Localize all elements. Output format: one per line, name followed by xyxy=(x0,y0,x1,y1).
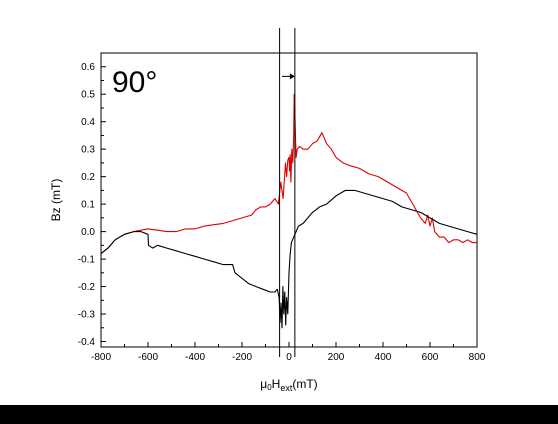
x-axis-title-sub1: 0 xyxy=(267,383,272,392)
x-tick-label: 400 xyxy=(375,352,392,363)
panel-label: 90° xyxy=(112,66,157,99)
y-tick-label: 0.2 xyxy=(81,172,95,183)
bottom-bar xyxy=(0,405,558,424)
marker-layer xyxy=(279,28,296,357)
arrow-head xyxy=(289,73,295,80)
y-tick-label: 0.6 xyxy=(81,62,95,73)
x-tick-label: -800 xyxy=(91,352,111,363)
x-tick-label: 200 xyxy=(328,352,345,363)
y-tick-label: -0.3 xyxy=(78,310,96,321)
x-tick-label: 600 xyxy=(422,352,439,363)
y-tick-label: -0.4 xyxy=(78,337,96,348)
y-tick-label: -0.2 xyxy=(78,282,96,293)
plot-frame xyxy=(100,52,478,348)
x-axis-title-mid: H xyxy=(272,377,281,391)
x-axis-title-sub2: ext xyxy=(280,383,293,393)
y-tick-label: 0.5 xyxy=(81,90,95,101)
x-tick-label: 0 xyxy=(286,352,292,363)
y-axis-title: Bz (mT) xyxy=(49,179,63,222)
series-line-1 xyxy=(100,93,477,255)
y-axis-ticks: -0.4 -0.3 -0.2 -0.1 0.0 0.1 0.2 0.3 0.4 0.5 0.6 xyxy=(78,62,106,348)
x-tick-label: 800 xyxy=(469,352,486,363)
x-axis-title-base: μ xyxy=(260,377,267,391)
x-axis-title: μ0Hext(mT) xyxy=(260,377,317,393)
x-axis-title-unit: (mT) xyxy=(292,377,317,391)
y-tick-label: 0.1 xyxy=(81,200,95,211)
y-tick-label: 0.4 xyxy=(81,117,95,128)
plot-area: -800 -600 -400 -200 0 200 400 600 800 -0.4-0.3-0… xyxy=(78,28,486,363)
y-tick-label: 0.0 xyxy=(81,227,95,238)
y-tick-label: 0.3 xyxy=(81,145,95,156)
series-line-2 xyxy=(100,189,478,329)
series-layer xyxy=(100,93,478,329)
y-tick-label: -0.1 xyxy=(78,255,96,266)
x-tick-label: -600 xyxy=(138,352,158,363)
x-tick-label: -400 xyxy=(185,352,205,363)
x-tick-label: -200 xyxy=(232,352,252,363)
x-axis-ticks: -800 -600 -400 -200 0 200 400 600 800 xyxy=(91,342,486,363)
